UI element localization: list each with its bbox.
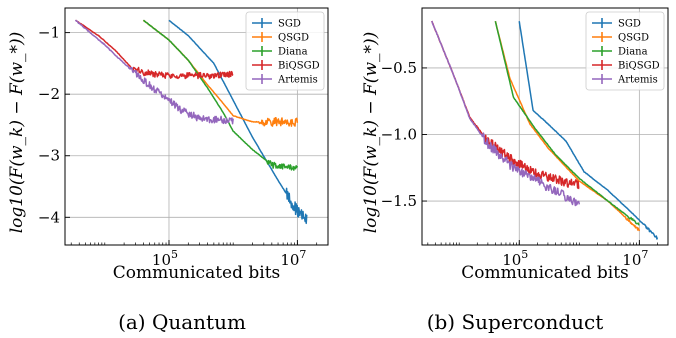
x-axis-label: Communicated bits [461, 263, 629, 283]
x-tick-label: 107 [280, 248, 306, 269]
tick-marks: 105 107−1−2−3−4 [38, 24, 329, 269]
series-lines [431, 20, 659, 240]
legend-label: BiQSGD [278, 61, 320, 72]
x-tick-label-exponent: 7 [299, 248, 306, 261]
plot-frame [64, 7, 329, 246]
legend-label: Artemis [617, 75, 658, 86]
x-tick-label-base: 10 [152, 251, 171, 269]
panel-caption: (b) Superconduct [427, 310, 604, 334]
y-tick-label: −1 [38, 24, 60, 42]
legend-item-artemis: Artemis [252, 74, 318, 86]
x-tick-label-base: 10 [502, 251, 521, 269]
legend-label: Artemis [277, 75, 318, 86]
legend-label: SGD [278, 19, 301, 30]
x-tick-label: 107 [622, 248, 648, 269]
legend-label: Diana [278, 47, 308, 58]
x-tick-label-exponent: 5 [171, 248, 178, 261]
tick-marks: 105 107−0.5−1.0−1.5 [381, 59, 669, 269]
x-tick-label-exponent: 5 [521, 248, 528, 261]
series-line-artemis [431, 20, 581, 207]
legend: SGD QSGD Diana BiQSGD Artemis [585, 11, 665, 91]
legend-box [585, 11, 665, 91]
legend-item-diana: Diana [252, 46, 308, 58]
y-tick-label: −1.5 [381, 192, 417, 210]
y-axis-label: log10(F(w_k) − F(w_*)) [7, 32, 27, 234]
y-tick-label: −3 [38, 147, 60, 165]
legend-label: QSGD [278, 33, 309, 44]
series-line-sgd [168, 19, 308, 225]
legend-label: Diana [618, 47, 648, 58]
legend-label: QSGD [618, 33, 649, 44]
x-tick-label-exponent: 7 [641, 248, 648, 261]
series-line-biqsgd [431, 20, 580, 190]
series-line-sgd [518, 21, 659, 240]
legend-label: BiQSGD [618, 61, 660, 72]
y-axis-label: log10(F(w_k) − F(w_*)) [361, 32, 381, 234]
y-tick-label: −1.0 [381, 125, 417, 143]
panel-caption: (a) Quantum [118, 310, 246, 334]
legend-item-qsgd: QSGD [592, 32, 649, 44]
y-tick-label: −2 [38, 85, 60, 103]
legend-item-artemis: Artemis [592, 74, 658, 86]
panel-a: 105 107−1−2−3−4 SGDQSGDDianaBiQSGDArtemis… [7, 7, 329, 334]
x-tick-label-base: 10 [280, 251, 299, 269]
plot-frame [421, 7, 669, 246]
x-tick-label: 105 [152, 248, 178, 269]
series-line-diana [143, 19, 299, 171]
legend-item-diana: Diana [592, 46, 648, 58]
x-tick-label-base: 10 [622, 251, 641, 269]
series-line-qsgd [494, 20, 641, 232]
series-line-artemis [74, 19, 234, 125]
legend-item-biqsgd: BiQSGD [592, 60, 660, 72]
x-tick-label: 105 [502, 248, 528, 269]
legend: SGD QSGD Diana BiQSGD Artemis [245, 11, 325, 91]
legend-item-sgd: SGD [252, 18, 301, 30]
series-line-biqsgd [75, 19, 234, 80]
series-line-diana [494, 21, 640, 226]
legend-box [245, 11, 325, 91]
y-tick-label: −4 [38, 208, 60, 226]
legend-item-biqsgd: BiQSGD [252, 60, 320, 72]
legend-item-sgd: SGD [592, 18, 641, 30]
x-axis-label: Communicated bits [113, 263, 281, 283]
series-lines [74, 19, 308, 225]
legend-label: SGD [618, 19, 641, 30]
y-tick-label: −0.5 [381, 59, 417, 77]
legend-item-qsgd: QSGD [252, 32, 309, 44]
panel-b: 105 107−0.5−1.0−1.5 SGDQSGDDianaBiQSGDArt… [361, 7, 669, 334]
